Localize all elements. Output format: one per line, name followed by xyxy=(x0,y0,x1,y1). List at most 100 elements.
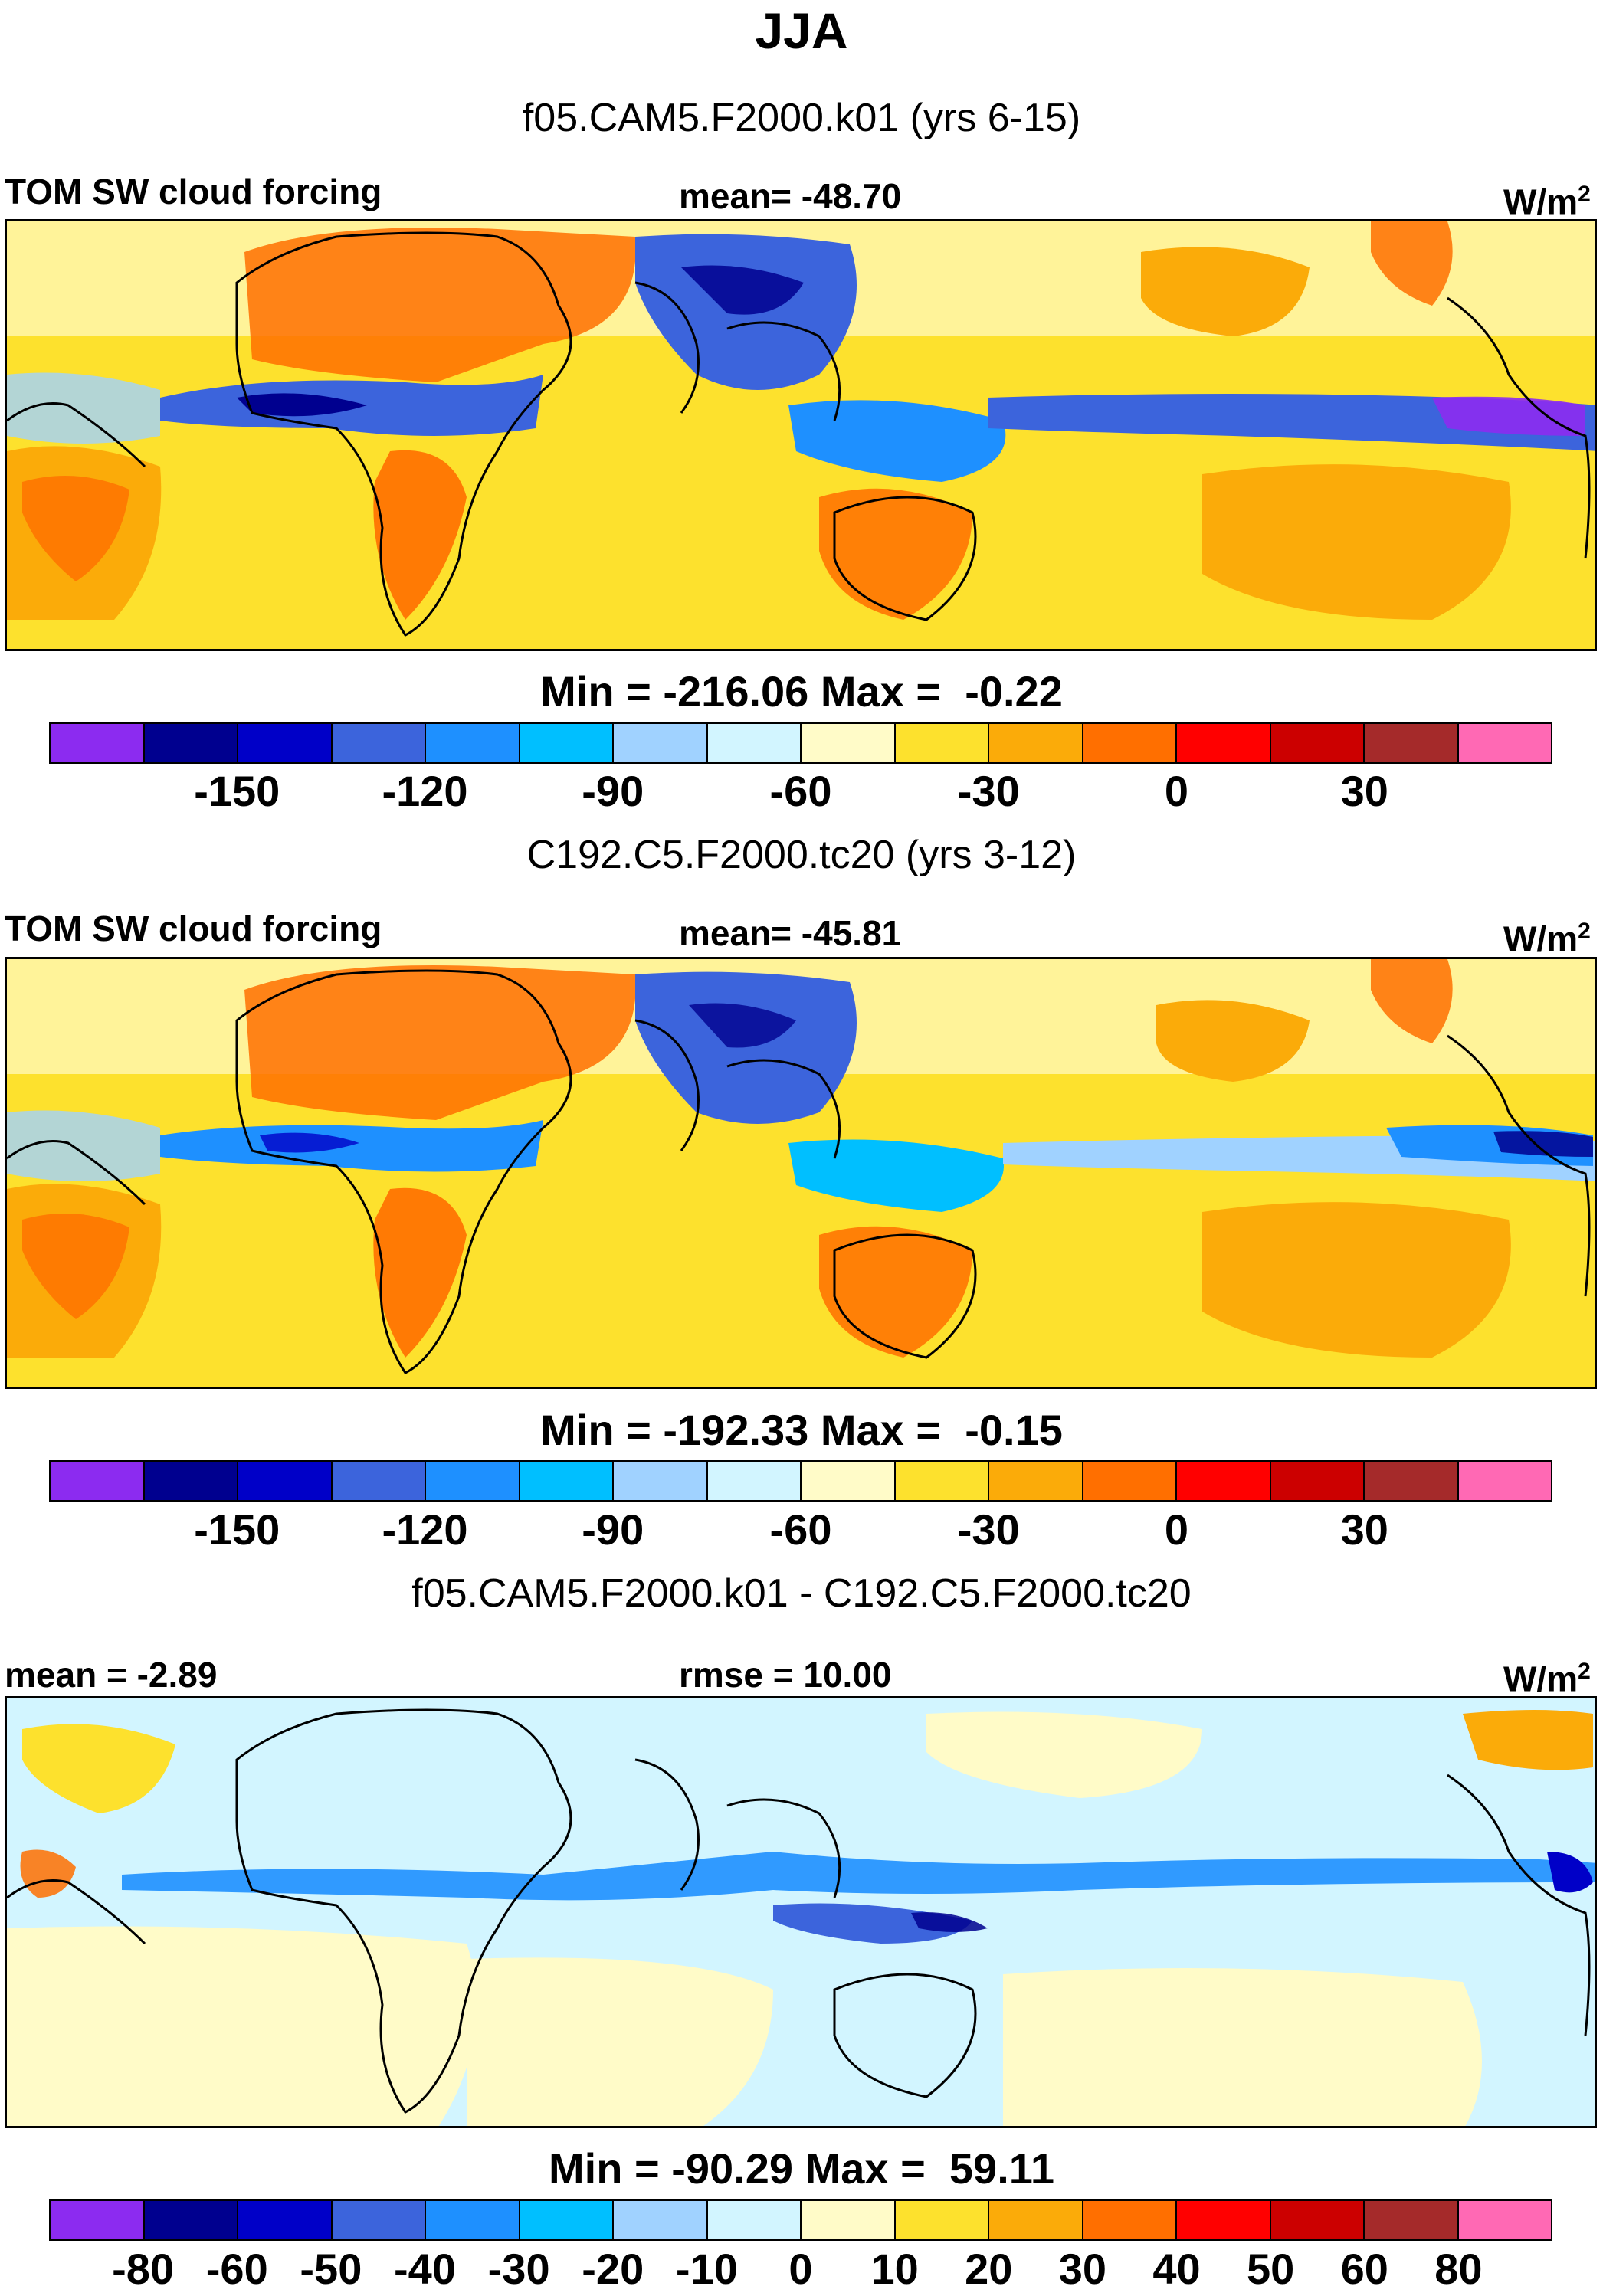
panel3-left-label: mean = -2.89 xyxy=(5,1655,218,1695)
panel2-sahara-region xyxy=(244,965,636,1120)
colorbar-tick-label: 60 xyxy=(1340,2245,1388,2293)
panel1-pacific-itcz-core xyxy=(1432,396,1585,436)
panel3-coastlines xyxy=(7,1708,1591,2114)
colorbar-box xyxy=(614,724,708,762)
colorbar-tick-label: 30 xyxy=(1340,767,1388,815)
panel3-north-atlantic xyxy=(22,1724,175,1813)
panel1-colorbar-ticks: -150 -120 -90 -60 -30 0 30 xyxy=(0,768,1603,821)
colorbar-tick-label: -120 xyxy=(382,767,468,815)
colorbar-box xyxy=(238,1462,333,1500)
colorbar-tick-label: -150 xyxy=(194,767,280,815)
panel2-map-svg xyxy=(7,959,1595,1387)
colorbar-box xyxy=(707,724,802,762)
panel1-units: W/m2 xyxy=(1503,182,1591,222)
panel1-atlantic-halo xyxy=(7,372,160,444)
panel2-left-label: TOM SW cloud forcing xyxy=(5,909,382,948)
colorbar-box xyxy=(1458,724,1551,762)
colorbar-box xyxy=(144,724,238,762)
colorbar-box xyxy=(332,2201,426,2239)
colorbar-box xyxy=(989,2201,1083,2239)
colorbar-tick-label: 0 xyxy=(788,2245,813,2293)
colorbar-box xyxy=(1083,1462,1177,1500)
colorbar-box xyxy=(1365,1462,1459,1500)
colorbar-tick-label: -20 xyxy=(582,2245,644,2293)
colorbar-box xyxy=(238,2201,333,2239)
panel1-south-pacific xyxy=(1202,464,1511,620)
colorbar-tick-label: -40 xyxy=(394,2245,456,2293)
panel1-colorbar xyxy=(49,722,1552,764)
panel1-sahara-region xyxy=(244,228,636,382)
panel1-indian-monsoon-core xyxy=(681,265,804,315)
colorbar-box xyxy=(1083,724,1177,762)
colorbar-box xyxy=(895,2201,989,2239)
panel3-units: W/m2 xyxy=(1503,1659,1591,1699)
colorbar-box xyxy=(1270,2201,1365,2239)
colorbar-box xyxy=(1083,2201,1177,2239)
colorbar-box xyxy=(1458,2201,1551,2239)
colorbar-box xyxy=(1270,724,1365,762)
colorbar-tick-label: -90 xyxy=(582,1505,644,1554)
panel2-south-america-west xyxy=(22,1214,129,1319)
panel2-pacific-itcz-core xyxy=(1493,1131,1593,1157)
colorbar-box xyxy=(707,1462,802,1500)
colorbar-box xyxy=(614,2201,708,2239)
panel1-south-america-west xyxy=(22,476,129,581)
colorbar-tick-label: 30 xyxy=(1058,2245,1107,2293)
colorbar-tick-label: 40 xyxy=(1152,2245,1201,2293)
panel1-map xyxy=(5,219,1597,651)
colorbar-box xyxy=(51,724,145,762)
panel2-indian-monsoon xyxy=(635,971,857,1124)
panel2-coastlines xyxy=(7,969,1591,1374)
panel3-maritime-core xyxy=(911,1912,988,1932)
colorbar-box xyxy=(332,724,426,762)
panel1-minmax: Min = -216.06 Max = -0.22 xyxy=(540,667,1063,716)
colorbar-box xyxy=(426,1462,520,1500)
panel2-south-pacific xyxy=(1202,1202,1511,1358)
colorbar-box xyxy=(989,1462,1083,1500)
colorbar-box xyxy=(1270,1462,1365,1500)
panel3-map-svg xyxy=(7,1698,1595,2126)
colorbar-tick-label: -60 xyxy=(205,2245,268,2293)
panel3-south-atlantic xyxy=(7,1926,477,2126)
panel3-south-america-hotspot xyxy=(20,1849,76,1898)
panel2-maritime-continent xyxy=(788,1139,1004,1212)
colorbar-box xyxy=(426,724,520,762)
colorbar-box xyxy=(707,2201,802,2239)
colorbar-tick-label: -60 xyxy=(769,767,832,815)
panel3-east-pacific-core xyxy=(1547,1852,1593,1893)
colorbar-tick-label: -30 xyxy=(957,1505,1020,1554)
panel1-coastlines xyxy=(7,231,1591,637)
panel2-north-pacific xyxy=(1156,1000,1310,1082)
colorbar-box xyxy=(1458,1462,1551,1500)
colorbar-box xyxy=(144,1462,238,1500)
panel1-south-africa xyxy=(373,450,467,620)
panel1-australia xyxy=(819,488,972,620)
panel3-south-indian xyxy=(467,1957,773,2126)
panel1-maritime-continent xyxy=(788,400,1006,482)
panel3-north-pacific xyxy=(926,1711,1202,1798)
colorbar-box xyxy=(802,2201,896,2239)
colorbar-tick-label: 0 xyxy=(1164,767,1189,815)
panel2-atlantic-halo xyxy=(7,1110,160,1181)
colorbar-tick-label: -60 xyxy=(769,1505,832,1554)
panel3-colorbar xyxy=(49,2199,1552,2241)
panel2-south-africa xyxy=(373,1187,467,1358)
colorbar-box xyxy=(520,724,614,762)
panel1-center-label: mean= -48.70 xyxy=(679,176,902,216)
colorbar-tick-label: 0 xyxy=(1164,1505,1189,1554)
panel2-map xyxy=(5,957,1597,1389)
colorbar-tick-label: 80 xyxy=(1434,2245,1483,2293)
panel2-indian-monsoon-core xyxy=(689,1003,796,1048)
colorbar-tick-label: -120 xyxy=(382,1505,468,1554)
panel3-itcz-band xyxy=(122,1852,1595,1901)
colorbar-tick-label: 30 xyxy=(1340,1505,1388,1554)
panel2-colorbar xyxy=(49,1460,1552,1502)
panel1-africa-itcz-core xyxy=(237,393,367,417)
colorbar-box xyxy=(520,1462,614,1500)
colorbar-box xyxy=(802,724,896,762)
colorbar-tick-label: -50 xyxy=(300,2245,362,2293)
colorbar-tick-label: -80 xyxy=(112,2245,175,2293)
colorbar-box xyxy=(895,1462,989,1500)
colorbar-tick-label: 50 xyxy=(1246,2245,1295,2293)
colorbar-tick-label: -10 xyxy=(675,2245,738,2293)
